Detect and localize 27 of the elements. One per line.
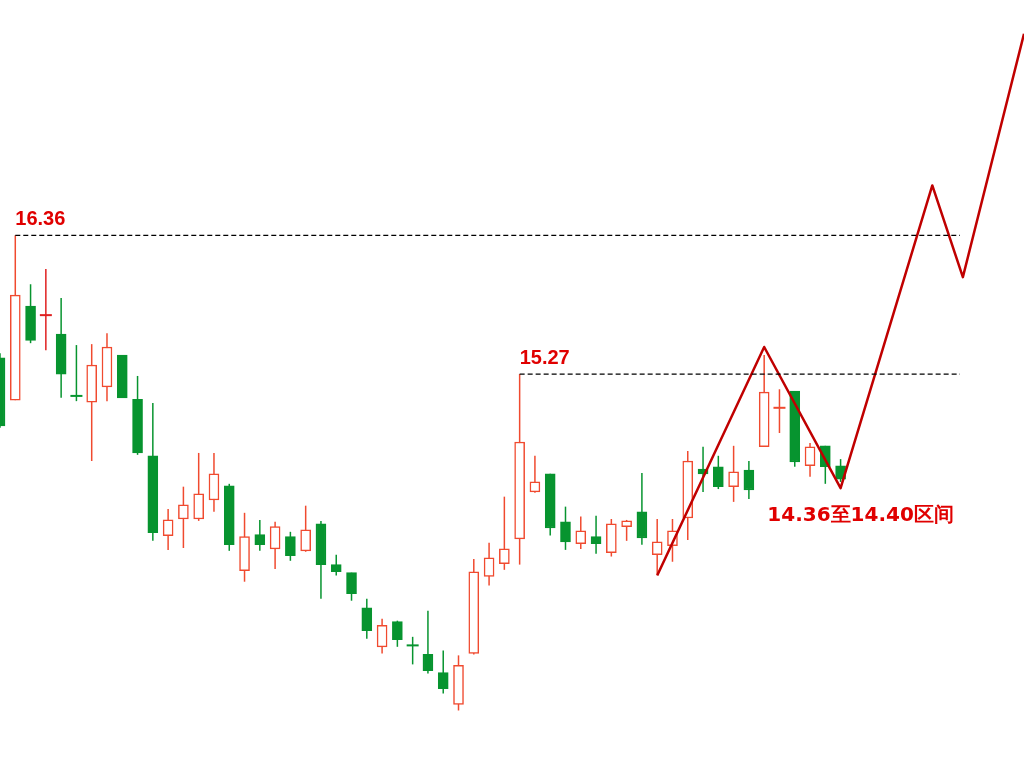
candlestick [713, 455, 724, 490]
text: 16.36 [15, 206, 66, 229]
candlestick [392, 619, 403, 648]
candlestick [437, 649, 449, 695]
candlestick [636, 472, 648, 546]
candlestick [728, 445, 739, 503]
candlestick [269, 521, 281, 570]
candlestick [208, 452, 220, 513]
candlestick [178, 485, 189, 549]
candlestick [483, 542, 495, 587]
candlestick [254, 519, 266, 552]
candlestick [422, 609, 434, 675]
candlestick [361, 598, 373, 640]
candlestick [193, 452, 205, 522]
candlestick [376, 618, 388, 655]
candlestick [529, 455, 541, 494]
candlestick [162, 508, 174, 551]
annotation: 15.27 [519, 345, 570, 368]
candlestick [560, 505, 571, 551]
candlestick [743, 460, 755, 500]
annotation: 14.36至14.40区间 [767, 502, 954, 527]
candlestick [651, 518, 663, 576]
candlestick [804, 442, 816, 478]
candlestick [300, 504, 311, 553]
candlestick [590, 514, 602, 555]
candlestick [575, 515, 587, 550]
candlestick [330, 553, 342, 577]
